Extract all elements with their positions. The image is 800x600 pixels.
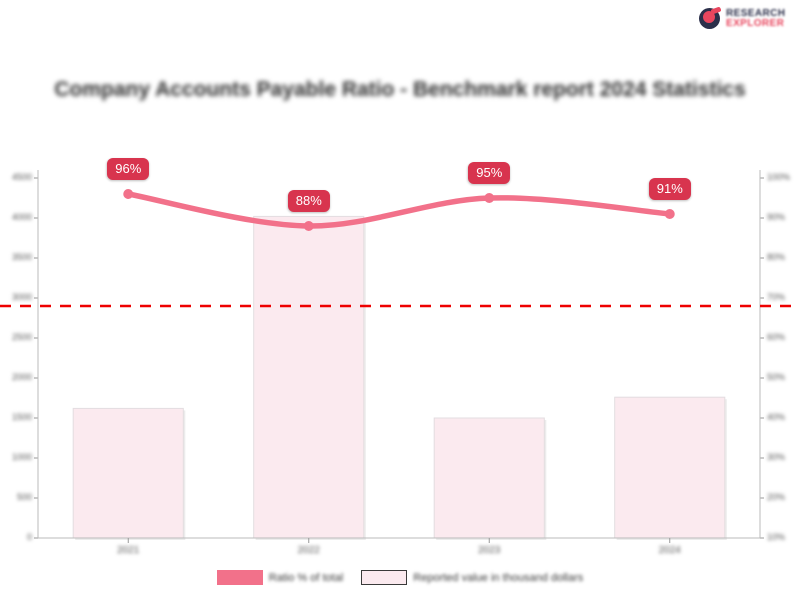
line-marker-2023[interactable]	[484, 193, 495, 203]
line-marker-2022[interactable]	[303, 221, 314, 231]
left-axis-tick-label: 2000	[11, 372, 32, 382]
left-axis-tick-label: 3000	[11, 292, 32, 302]
right-axis-tick-label: 70%	[767, 292, 786, 302]
x-axis-category-label: 2023	[478, 545, 501, 556]
left-axis-tick-label: 4500	[11, 172, 32, 182]
right-axis-tick-label: 10%	[767, 532, 786, 542]
x-axis-category-label: 2022	[297, 545, 320, 556]
line-series[interactable]	[125, 191, 673, 229]
bar-2022[interactable]	[253, 215, 366, 540]
legend-label-line: Ratio % of total	[268, 571, 344, 584]
x-axis-category-label: 2024	[658, 545, 681, 556]
data-label-2023: 95%	[468, 162, 511, 184]
brand-logo-line2: EXPLORER	[726, 18, 785, 29]
data-label-2024: 91%	[648, 178, 691, 200]
legend-swatch-bar	[361, 570, 408, 585]
brand-logo: RESEARCH EXPLORER	[698, 4, 794, 34]
brand-logo-line1: RESEARCH	[726, 7, 786, 19]
legend-label-bar: Reported value in thousand dollars	[413, 571, 584, 584]
right-axis-tick-label: 50%	[767, 372, 786, 382]
data-label-2022: 88%	[287, 190, 330, 212]
left-axis-tick-label: 2500	[11, 332, 32, 342]
chart-legend: Ratio % of total Reported value in thous…	[0, 570, 800, 585]
right-axis-tick-label: 30%	[767, 452, 786, 462]
legend-swatch-line	[216, 570, 263, 585]
bar-2021[interactable]	[72, 407, 186, 540]
left-axis-tick-label: 1500	[11, 412, 32, 422]
chart-title: Company Accounts Payable Ratio - Benchma…	[54, 78, 746, 101]
bar-2024[interactable]	[614, 396, 727, 540]
bar-2023[interactable]	[433, 417, 547, 540]
x-axis-category-label: 2021	[117, 545, 140, 556]
left-axis-tick-label: 500	[16, 492, 32, 502]
right-axis-tick-label: 40%	[767, 412, 786, 422]
line-marker-2024[interactable]	[664, 209, 675, 219]
line-marker-2021[interactable]	[123, 189, 134, 199]
left-axis-tick-label: 4000	[11, 212, 32, 222]
brand-logo-wordmark: RESEARCH EXPLORER	[726, 7, 786, 29]
right-axis-tick-label: 90%	[767, 212, 786, 222]
left-axis-tick-label: 0	[26, 532, 32, 542]
circle-logo-icon	[698, 6, 722, 31]
right-axis-tick-label: 80%	[767, 252, 786, 262]
right-axis-tick-label: 60%	[767, 332, 786, 342]
right-axis-tick-label: 20%	[767, 492, 786, 502]
left-axis-tick-label: 1000	[11, 452, 32, 462]
data-label-2021: 96%	[107, 158, 150, 180]
left-axis-tick-label: 3500	[11, 252, 32, 262]
legend-item-bar[interactable]: Reported value in thousand dollars	[361, 570, 583, 585]
right-axis-tick-label: 100%	[767, 172, 791, 182]
legend-item-line[interactable]: Ratio % of total	[216, 570, 344, 585]
